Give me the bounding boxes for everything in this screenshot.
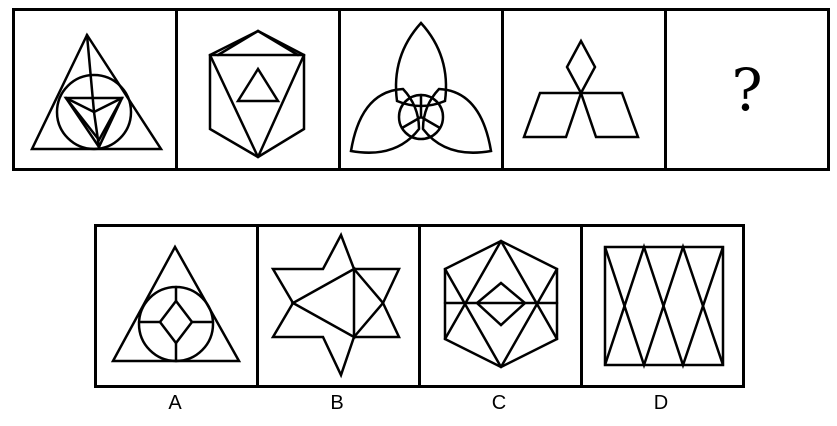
option-a-label[interactable]: A: [168, 392, 182, 414]
six-point-star-figure-icon: [270, 231, 401, 379]
question-mark: ?: [731, 55, 763, 124]
option-a-figure[interactable]: [94, 224, 259, 388]
question-figure-3: [338, 8, 504, 171]
unknown-figure: ?: [664, 8, 830, 171]
question-row: ?: [12, 8, 830, 171]
question-figure-2: [175, 8, 341, 171]
three-diamonds-figure-icon: [522, 38, 640, 139]
square-crossed-lines-figure-icon: [603, 243, 725, 369]
question-figure-1: [12, 8, 178, 171]
hexagon-triangles-figure-icon: [208, 29, 306, 159]
triangle-circle-figure-icon: [30, 32, 164, 151]
option-b-label[interactable]: B: [330, 392, 344, 414]
option-c-figure[interactable]: [418, 224, 583, 388]
option-d-figure[interactable]: [580, 224, 745, 388]
option-d-label[interactable]: D: [653, 392, 669, 414]
triangle-circle-diamond-figure-icon: [110, 244, 242, 363]
options-row: [94, 224, 745, 388]
option-labels: A B C D: [94, 392, 742, 415]
three-petals-figure-icon: [349, 21, 493, 154]
option-b-figure[interactable]: [256, 224, 421, 388]
option-c-label[interactable]: C: [491, 392, 507, 414]
hexagon-diamonds-figure-icon: [443, 239, 559, 369]
question-figure-4: [501, 8, 667, 171]
